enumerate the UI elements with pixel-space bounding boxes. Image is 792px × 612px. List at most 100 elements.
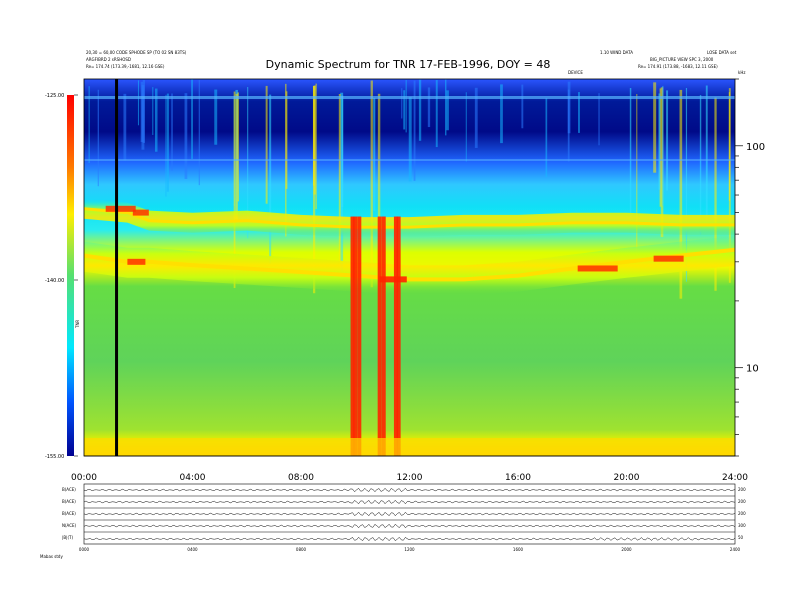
spectral-streak (235, 93, 238, 221)
header-right-line-4: Re= 174.91 (173.88, -1683, 12.11 GSE) (638, 64, 718, 69)
panel-right-label-4: 300 (738, 523, 746, 528)
spectral-streak (662, 85, 664, 206)
spectral-streak (341, 95, 344, 208)
spectral-streak (373, 98, 376, 211)
y-tick-label-100: 100 (746, 142, 765, 153)
upper-emission-band (84, 198, 735, 238)
spectral-streak (545, 98, 548, 177)
spectral-streak (184, 93, 188, 179)
interference-line (84, 96, 735, 99)
spectral-streak (658, 93, 661, 190)
panel-xtick-2000: 2000 (621, 547, 632, 552)
spectral-streak (636, 94, 638, 253)
spectral-streak (269, 94, 272, 264)
spectral-streak (408, 97, 412, 182)
x-tick-label-1200: 12:00 (397, 473, 423, 483)
x-axis: 00:00 04:00 08:00 12:00 16:00 20:00 24:0… (71, 455, 748, 483)
x-tick-label-2400: 24:00 (722, 473, 748, 483)
radio-burst (350, 216, 355, 456)
spectral-streak (699, 95, 702, 235)
panel-trace (83, 536, 736, 542)
spectral-streak (165, 94, 167, 197)
panel-right-label-2: 200 (738, 499, 746, 504)
radio-burst (353, 216, 358, 456)
panel-trace (83, 511, 736, 517)
x-tick-label-0400: 04:00 (180, 473, 206, 483)
bottom-panels: B(ACE) B(ACE) B(ACE) N(ACE) |B|(T) 200 2… (40, 483, 746, 559)
radio-burst-band (379, 276, 407, 283)
right-log-axis (735, 78, 743, 457)
colorbar-tick-top: -125.00 (45, 93, 64, 99)
panel-right-label-3: 200 (738, 511, 746, 516)
spectral-streak (521, 84, 524, 129)
panel-label-5: |B|(T) (62, 535, 73, 540)
spectral-streak (685, 87, 688, 282)
colorbar (67, 95, 74, 456)
spectral-streak (728, 92, 731, 201)
spectral-streak (413, 80, 416, 181)
spectral-streak (152, 87, 154, 135)
spectral-streak (123, 93, 127, 161)
header-left-line-2: ARGFIBRD 2 sRSHOSD (86, 57, 131, 62)
panel-trace (83, 523, 736, 529)
spectral-streak (214, 89, 218, 145)
spectral-streak (338, 94, 341, 278)
panel-xtick-2400: 2400 (730, 547, 741, 552)
spectral-streak (370, 80, 373, 288)
spectral-streak (403, 90, 406, 130)
spectral-streak (313, 85, 316, 294)
interference-line (84, 159, 735, 161)
panel-xtick-1600: 1600 (513, 547, 524, 552)
spectral-streak (191, 79, 193, 159)
spectral-streak (233, 91, 236, 288)
band-hotspot (577, 265, 618, 272)
panel-label-4: N(ACE) (62, 523, 77, 528)
colorbar-label: TNR (75, 320, 80, 329)
spectral-streak (714, 97, 717, 291)
panel-right-label-5: 50 (738, 535, 744, 540)
spectral-streak (446, 90, 449, 131)
spectral-streak (166, 93, 169, 192)
spectral-streak (137, 80, 140, 126)
header-right-line-2: LOSE DATA set (707, 50, 737, 55)
spectral-streak (198, 80, 200, 186)
spectral-streak (315, 83, 317, 210)
band-hotspot (132, 209, 149, 216)
spectral-streak (97, 89, 99, 187)
spectral-streak (445, 79, 447, 136)
header-left-line-1: 20,30 = 60,00 CODE SPHODE SP (TO 02 SN 8… (86, 50, 187, 55)
spectral-streak (659, 88, 662, 207)
spectral-streak (679, 89, 683, 299)
panel-xtick-0400: 0400 (187, 547, 198, 552)
header-right-line-1: 1.10 WIND DATA (600, 50, 633, 55)
spectral-streak (567, 89, 570, 162)
panel-trace (83, 487, 736, 493)
spectral-streak (418, 79, 422, 141)
spectral-streak (237, 92, 240, 202)
panel-xtick-0000: 0000 (79, 547, 90, 552)
radio-burst (357, 216, 362, 456)
lower-emission-band (84, 235, 735, 296)
panel-right-label-1: 200 (738, 487, 746, 492)
y-tick-label-10: 10 (746, 364, 759, 375)
spectral-streak (500, 84, 503, 144)
spectral-streak (88, 86, 90, 164)
spectral-streak (427, 87, 431, 128)
spectral-streak (705, 85, 708, 229)
spectral-streak (247, 87, 249, 239)
band-hotspot (127, 258, 146, 265)
center-small-label: DEVICE (568, 70, 583, 75)
spectrogram-plot (84, 79, 735, 456)
spectral-streak (653, 82, 657, 173)
spectral-streak (666, 90, 669, 191)
panel-trace (83, 499, 736, 505)
x-tick-label-0800: 08:00 (288, 473, 314, 483)
spectral-streak (171, 93, 173, 171)
spectral-streak (465, 92, 467, 162)
colorbar-tick-mid: -140.00 (45, 278, 64, 284)
x-tick-label-0000: 00:00 (71, 473, 97, 483)
colorbar-tick-bottom: -155.00 (45, 454, 64, 460)
band-hotspot (653, 255, 684, 262)
radio-burst (393, 216, 398, 456)
